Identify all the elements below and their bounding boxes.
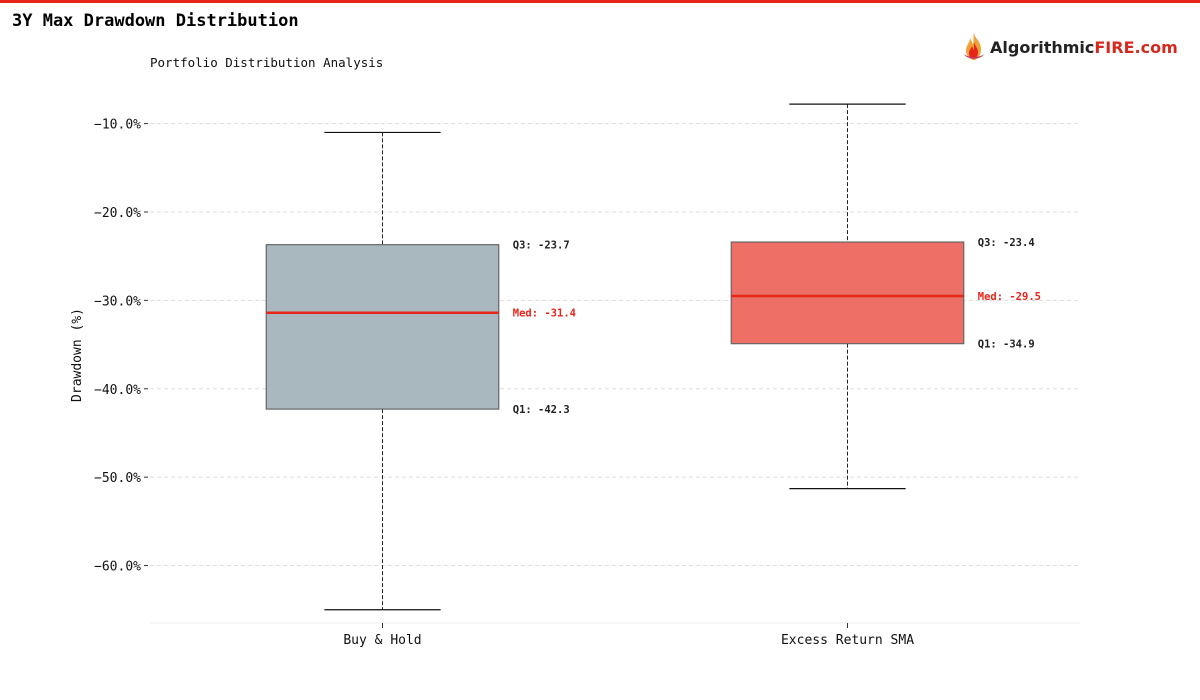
y-axis: −10.0% −20.0% −30.0% −40.0% −50.0% −60.0% bbox=[94, 118, 148, 575]
y-tick-label: −60.0% bbox=[94, 560, 141, 575]
brand-logo: AlgorithmicFIRE.com bbox=[962, 31, 1178, 63]
top-accent-bar bbox=[0, 0, 1200, 3]
q3-label: Q3: -23.7 bbox=[513, 240, 570, 252]
median-label: Med: -29.5 bbox=[978, 291, 1041, 303]
y-tick-label: −30.0% bbox=[94, 294, 141, 309]
box-group: Q3: -23.7 Med: -31.4 Q1: -42.3 bbox=[265, 131, 576, 611]
box-group: Q3: -23.4 Med: -29.5 Q1: -34.9 bbox=[730, 103, 1041, 490]
q1-label: Q1: -42.3 bbox=[513, 404, 570, 416]
q1-label: Q1: -34.9 bbox=[978, 339, 1035, 351]
y-tick-label: −40.0% bbox=[94, 383, 141, 398]
chart-subtitle: Portfolio Distribution Analysis bbox=[150, 55, 383, 70]
flame-icon bbox=[964, 33, 984, 60]
y-tick-label: −10.0% bbox=[94, 118, 141, 133]
iqr-box bbox=[265, 244, 500, 410]
y-tick-label: −20.0% bbox=[94, 206, 141, 221]
iqr-box bbox=[730, 241, 965, 345]
y-tick-label: −50.0% bbox=[94, 471, 141, 486]
q3-label: Q3: -23.4 bbox=[978, 237, 1035, 249]
brand-name: AlgorithmicFIRE.com bbox=[990, 37, 1178, 57]
median-label: Med: -31.4 bbox=[513, 308, 576, 320]
x-tick-label: Excess Return SMA bbox=[781, 633, 914, 648]
y-axis-label: Drawdown (%) bbox=[70, 308, 85, 402]
boxes: Q3: -23.7 Med: -31.4 Q1: -42.3 Q3: -23.4 Med… bbox=[265, 103, 1041, 611]
x-tick-label: Buy & Hold bbox=[343, 633, 421, 648]
x-axis: Buy & Hold Excess Return SMA bbox=[343, 623, 914, 648]
page-title: 3Y Max Drawdown Distribution bbox=[12, 11, 299, 31]
